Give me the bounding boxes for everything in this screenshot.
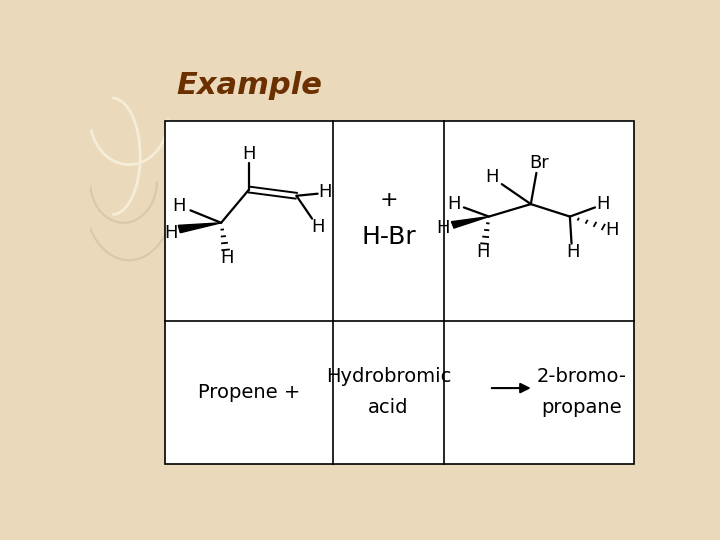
Bar — [166, 121, 634, 464]
Text: Hydrobromic
acid: Hydrobromic acid — [326, 367, 451, 417]
Text: H: H — [319, 183, 332, 201]
Text: Example: Example — [176, 71, 323, 100]
Text: H: H — [311, 218, 325, 236]
Text: +: + — [379, 190, 398, 210]
Text: H: H — [220, 249, 233, 267]
Text: H: H — [436, 219, 450, 237]
Text: H: H — [566, 243, 580, 261]
Text: H: H — [605, 221, 618, 239]
Text: 2-bromo-
propane: 2-bromo- propane — [536, 367, 626, 417]
Text: H: H — [477, 243, 490, 261]
Text: H-Br: H-Br — [361, 225, 416, 249]
Text: H: H — [485, 168, 498, 186]
Text: H: H — [448, 195, 461, 213]
Polygon shape — [179, 223, 221, 233]
Polygon shape — [451, 217, 489, 228]
Text: Propene +: Propene + — [198, 383, 300, 402]
Text: H: H — [242, 145, 256, 163]
Text: H: H — [164, 224, 178, 242]
Text: H: H — [597, 195, 610, 213]
Text: Br: Br — [529, 153, 549, 172]
Text: H: H — [173, 197, 186, 215]
